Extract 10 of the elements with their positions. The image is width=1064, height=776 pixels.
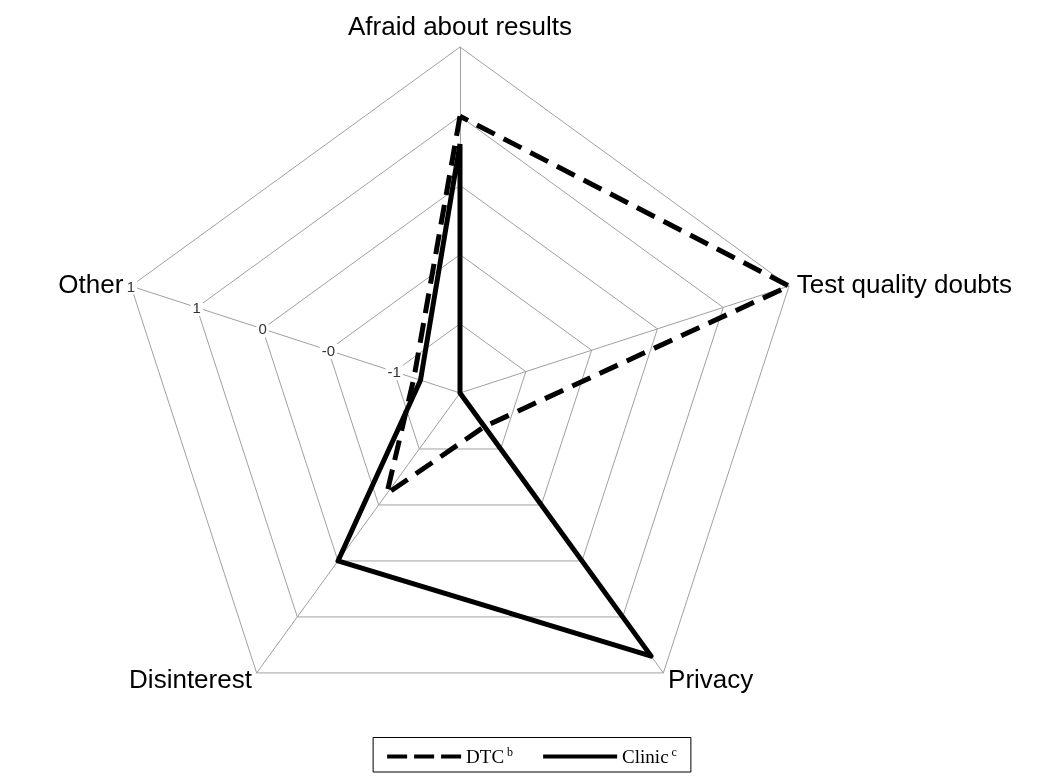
spoke-label: Test quality doubts	[796, 268, 1013, 299]
spoke-label: Disinterest	[129, 664, 253, 695]
spoke-label: Afraid about results	[347, 11, 573, 41]
spoke-label: Other	[58, 268, 124, 299]
y-tick-label: 1	[126, 277, 136, 295]
y-tick-label: 0	[258, 320, 267, 338]
spoke-label: Privacy	[668, 664, 754, 695]
y-tick-label: -1	[387, 363, 401, 381]
y-tick-label: 1	[192, 298, 201, 316]
y-tick-label: -0	[321, 341, 336, 359]
